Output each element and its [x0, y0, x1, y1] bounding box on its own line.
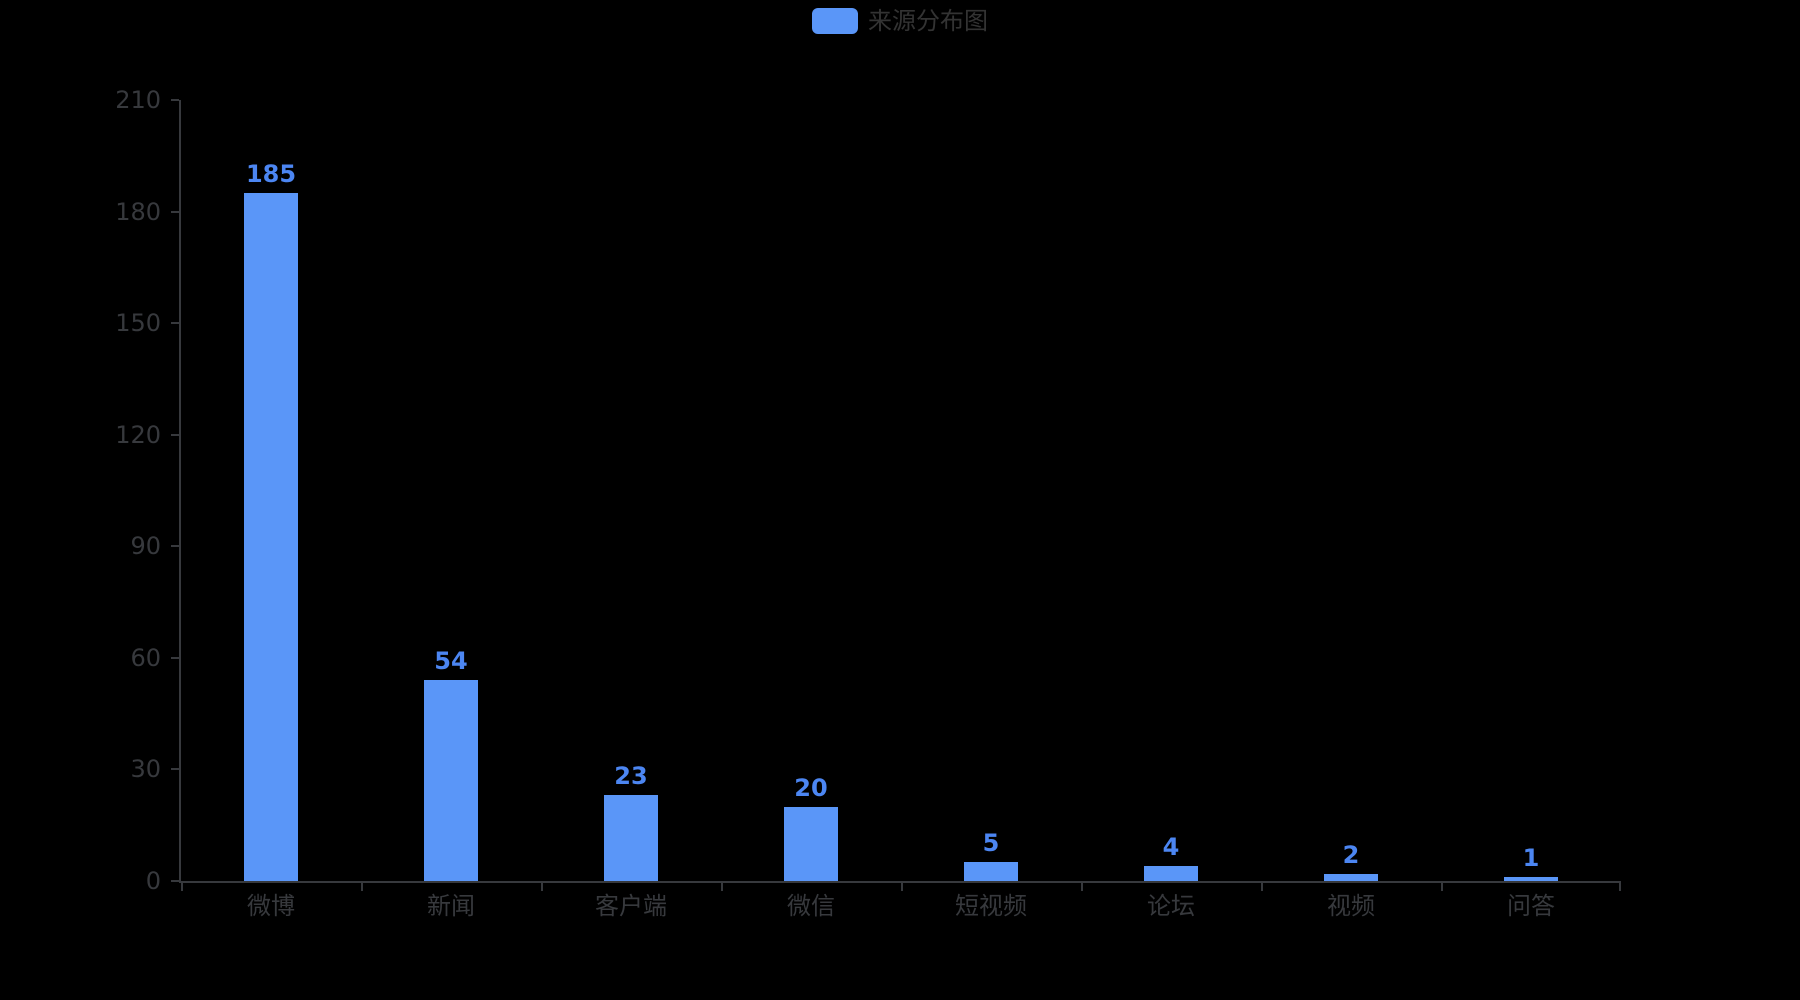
bar[interactable]: [784, 806, 838, 881]
x-axis-line: [179, 881, 1621, 883]
x-axis-category-label: 微信: [787, 892, 835, 920]
x-axis-tick: [1619, 883, 1621, 891]
y-axis-tick: [171, 656, 179, 659]
x-axis-tick: [1081, 883, 1083, 891]
x-axis-category-label: 论坛: [1147, 892, 1195, 920]
y-axis-tick-label: 180: [115, 197, 161, 226]
bar-slot: 5 短视频: [901, 100, 1081, 919]
x-axis-category-label: 视频: [1327, 892, 1375, 920]
x-axis-category-label: 问答: [1507, 892, 1555, 920]
bar[interactable]: [244, 192, 298, 881]
bar-slot: 54 新闻: [361, 100, 541, 919]
legend-label: 来源分布图: [868, 7, 988, 35]
y-axis-tick: [171, 322, 179, 325]
bar-value-label: 4: [1162, 833, 1180, 862]
bar-slot: 185 微博: [181, 100, 361, 919]
x-axis-category-label: 短视频: [955, 892, 1027, 920]
y-axis-tick-label: 30: [130, 755, 161, 784]
bar-value-label: 5: [982, 829, 1000, 858]
x-axis-category-label: 微博: [247, 892, 295, 920]
y-axis-tick: [171, 768, 179, 771]
bar-value-label: 185: [245, 159, 297, 188]
bar-slot: 23 客户端: [541, 100, 721, 919]
bar-slot: 20 微信: [721, 100, 901, 919]
y-axis-tick: [171, 880, 179, 882]
bar-value-label: 1: [1522, 844, 1540, 873]
x-axis-tick: [181, 883, 183, 891]
bar-value-label: 23: [614, 762, 648, 791]
legend-item[interactable]: 来源分布图: [0, 8, 1800, 34]
bar-value-label: 54: [434, 647, 468, 676]
x-axis-category-label: 新闻: [427, 892, 475, 920]
y-axis-tick: [171, 210, 179, 213]
y-axis-tick: [171, 545, 179, 548]
bar[interactable]: [1144, 866, 1198, 881]
bar-value-label: 20: [794, 773, 828, 802]
bar-slot: 4 论坛: [1081, 100, 1261, 919]
bar[interactable]: [1504, 877, 1558, 881]
y-axis-tick: [171, 433, 179, 436]
bar[interactable]: [424, 680, 478, 881]
x-axis-tick: [361, 883, 363, 891]
bar-slot: 2 视频: [1261, 100, 1441, 919]
x-axis-category-label: 客户端: [595, 892, 667, 920]
plot-area: 0 30 60 90 120 150 180 210 185 微博 54 新闻 23 客户端 20 微信 5 短…: [115, 88, 1621, 919]
y-axis-tick-label: 210: [115, 86, 161, 114]
y-axis-tick-label: 90: [130, 532, 161, 561]
x-axis-tick: [541, 883, 543, 891]
x-axis-tick: [1441, 883, 1443, 891]
bar-slot: 1 问答: [1441, 100, 1621, 919]
y-axis-tick-label: 150: [115, 309, 161, 338]
x-axis-tick: [1261, 883, 1263, 891]
y-axis-line: [179, 100, 181, 883]
x-axis-tick: [721, 883, 723, 891]
bar[interactable]: [1324, 873, 1378, 881]
y-axis-tick-label: 0: [145, 867, 161, 895]
legend-swatch-icon: [812, 8, 858, 34]
y-axis-tick-label: 120: [115, 420, 161, 449]
bar-value-label: 2: [1342, 840, 1360, 869]
y-axis-tick-label: 60: [130, 643, 161, 672]
y-axis-tick: [171, 99, 179, 101]
x-axis-tick: [901, 883, 903, 891]
bar-series: 185 微博 54 新闻 23 客户端 20 微信 5 短视频 4 论坛 2 视频 1 问答: [181, 100, 1621, 919]
bar[interactable]: [964, 862, 1018, 881]
bar[interactable]: [604, 795, 658, 881]
